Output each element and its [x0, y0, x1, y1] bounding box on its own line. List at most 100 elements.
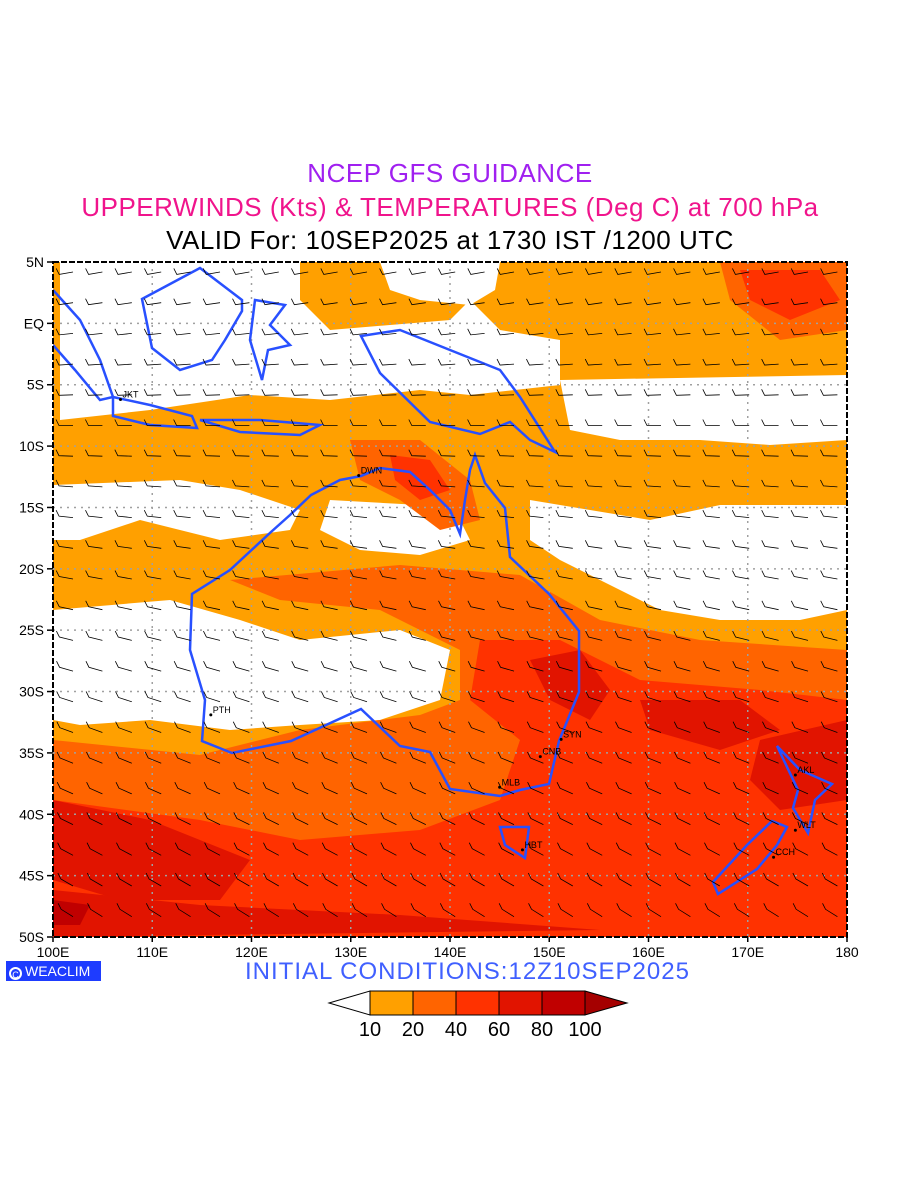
wind-barb [496, 328, 515, 336]
wind-barb [320, 661, 338, 672]
wind-barb [615, 782, 632, 795]
wind-barb [114, 630, 132, 641]
wind-barb [673, 449, 691, 457]
wind-barb [55, 570, 74, 580]
wind-barb [145, 842, 162, 856]
wind-barb [790, 419, 808, 426]
wind-barb [349, 540, 368, 549]
wind-barb [732, 751, 750, 764]
city-label-pth: PTH [213, 705, 231, 715]
wind-barb [439, 872, 456, 887]
wind-barb [321, 782, 338, 795]
wind-barb [144, 600, 162, 611]
wind-barb [144, 570, 162, 580]
lon-label: 160E [632, 944, 665, 960]
wind-barb [585, 691, 603, 703]
wind-barb [704, 903, 721, 918]
city-label-cch: CCH [776, 847, 796, 857]
wind-barb [204, 872, 221, 887]
weaclim-logo: C WEACLIM [6, 961, 101, 981]
new-guinea-coastline [359, 328, 559, 456]
wind-barb [469, 903, 485, 918]
wind-barb [261, 298, 279, 306]
wind-barb [792, 903, 809, 918]
wind-barb [761, 268, 779, 275]
wind-barb [202, 540, 221, 549]
wind-barb [643, 509, 662, 518]
wind-barb [261, 328, 279, 336]
city-dot [209, 713, 213, 717]
wind-barb [526, 570, 544, 580]
wind-barb [614, 419, 632, 426]
wind-barb [85, 479, 103, 488]
wind-barb [115, 691, 132, 703]
wind-barb [55, 540, 74, 549]
wind-barb [556, 751, 573, 764]
wind-barb [261, 358, 279, 366]
wind-barb [761, 358, 779, 366]
wind-barb [496, 298, 515, 306]
wind-barb [790, 449, 809, 457]
wind-barb [322, 903, 338, 918]
wind-barb [467, 358, 485, 366]
wind-barb [496, 540, 515, 549]
wind-barb [497, 751, 515, 764]
wind-barb [703, 782, 720, 795]
city-label-cnb: CNB [542, 747, 561, 757]
wind-barb [320, 600, 338, 611]
city-dot [559, 737, 563, 741]
wind-barb [173, 389, 191, 396]
wind-barb [173, 600, 191, 611]
wind-barb [585, 600, 603, 611]
city-dot [357, 474, 361, 478]
wind-barb [467, 389, 485, 396]
wind-barb [555, 419, 573, 426]
wind-barb [821, 812, 838, 825]
wind-barb [762, 842, 779, 856]
wind-barb [116, 903, 133, 918]
wind-barb [820, 630, 838, 641]
wind-barb [320, 540, 338, 549]
city-dot [520, 848, 524, 852]
wind-barb [261, 600, 279, 611]
wind-barb [644, 751, 662, 764]
wind-barb [526, 691, 544, 703]
wind-barb [526, 479, 544, 488]
wind-barb [349, 479, 368, 488]
wind-barb [261, 540, 279, 549]
wind-barb [526, 509, 544, 518]
wind-barb [437, 389, 456, 396]
wind-barb [643, 328, 662, 336]
wind-barb [643, 268, 662, 275]
wind-barb [644, 782, 662, 795]
wind-barb [114, 479, 132, 488]
wind-barb [731, 449, 750, 457]
wind-barb [820, 479, 838, 488]
wind-barb [261, 570, 279, 580]
city-dot [793, 773, 797, 777]
wind-barb [821, 842, 838, 856]
wind-barb [85, 419, 103, 426]
lon-label: 100E [37, 944, 70, 960]
wind-barb [173, 540, 191, 549]
wind-barb [438, 630, 456, 641]
wind-barb [85, 298, 103, 306]
wind-barb [321, 721, 338, 733]
wind-barb [144, 721, 162, 733]
wind-barb [379, 389, 397, 396]
wind-barb [115, 721, 132, 733]
wind-barb [586, 842, 603, 856]
wind-barb [585, 570, 603, 580]
city-dot [772, 855, 776, 859]
wind-barb [643, 600, 662, 611]
wind-barb [437, 298, 456, 306]
wind-barb [439, 782, 456, 795]
wind-barb [262, 812, 279, 825]
wind-barb [615, 842, 632, 856]
longitude-labels: 100E 110E 120E 130E 140E 150E 160E 170E 180 [37, 937, 859, 960]
wind-barb [526, 449, 544, 457]
wind-barb [55, 449, 74, 457]
wind-barb [202, 570, 221, 580]
wind-barb [614, 389, 632, 396]
